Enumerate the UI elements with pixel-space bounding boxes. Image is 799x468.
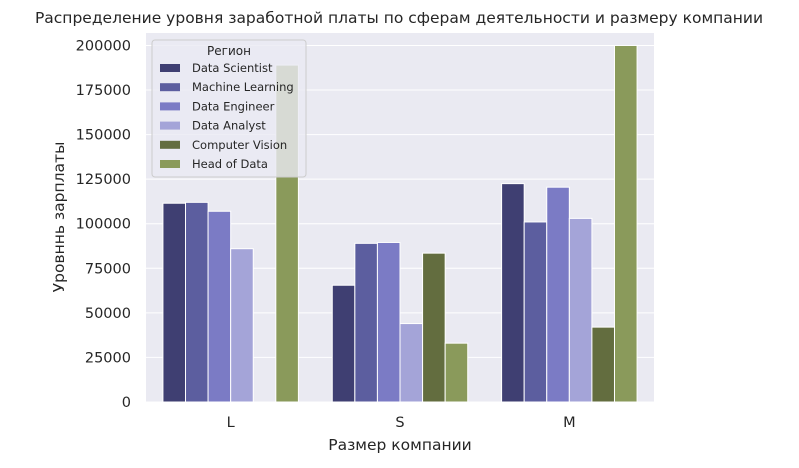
- x-tick-label: M: [563, 415, 576, 431]
- bar: [207, 210, 232, 403]
- y-tick-label: 150000: [76, 128, 131, 144]
- legend-swatch: [160, 160, 180, 168]
- legend-label: Head of Data: [192, 157, 268, 171]
- legend-swatch: [160, 102, 180, 111]
- legend-label: Data Scientist: [192, 61, 273, 75]
- y-tick-label: 25000: [85, 350, 131, 366]
- legend-swatch: [160, 64, 180, 72]
- bar: [444, 342, 469, 403]
- chart-title: Распределение уровня заработной платы по…: [35, 9, 763, 27]
- bar: [422, 252, 446, 403]
- legend-box: [151, 39, 307, 178]
- bar: [399, 323, 424, 403]
- legend-label: Computer Vision: [192, 138, 287, 152]
- y-axis-label: Уровннь зарплаты: [50, 142, 68, 293]
- bar: [613, 44, 638, 403]
- legend-swatch: [160, 140, 180, 149]
- bar: [501, 183, 525, 403]
- y-tick-label: 175000: [76, 83, 131, 99]
- y-tick-label: 125000: [76, 172, 131, 188]
- x-axis-label: Размер компании: [328, 436, 472, 454]
- legend-items: Data Scientist Machine Learning Data Engin…: [160, 61, 294, 171]
- y-tick-label: 75000: [85, 261, 131, 277]
- legend-swatch: [160, 83, 180, 92]
- bar: [523, 221, 548, 403]
- bar: [568, 217, 593, 403]
- legend-title: Регион: [207, 44, 251, 58]
- legend-swatch: [160, 121, 180, 130]
- bar: [546, 186, 570, 403]
- x-tick-label: L: [227, 415, 235, 431]
- bar: [162, 202, 187, 403]
- y-tick-label: 100000: [76, 217, 131, 233]
- bar: [230, 248, 254, 403]
- bars: [162, 44, 638, 403]
- bar: [331, 284, 356, 403]
- legend-label: Data Engineer: [192, 99, 275, 113]
- legend-label: Data Analyst: [192, 119, 266, 133]
- bar: [376, 241, 401, 403]
- y-tick-label: 50000: [85, 306, 131, 322]
- x-tick-label: S: [395, 415, 404, 431]
- bar: [354, 242, 378, 403]
- y-tick-label: 200000: [76, 38, 131, 54]
- y-tick-labels: 0 25000 50000 75000 100000 125000 150000 175000…: [76, 38, 131, 411]
- bar: [591, 326, 615, 403]
- legend-label: Machine Learning: [192, 80, 294, 94]
- y-tick-label: 0: [122, 395, 131, 411]
- bar: [185, 201, 209, 403]
